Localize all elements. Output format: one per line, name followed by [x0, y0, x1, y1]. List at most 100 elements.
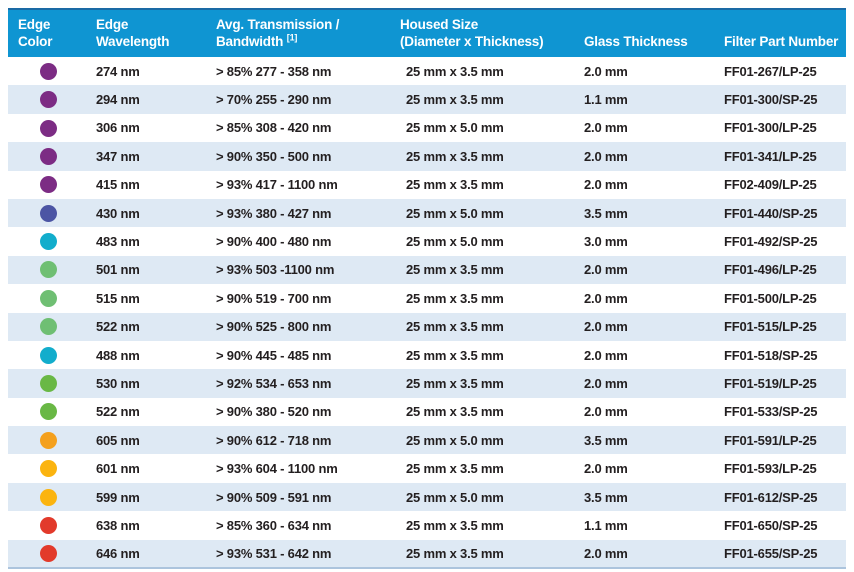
edge-wavelength-cell: 430 nm [96, 205, 140, 221]
transmission-bandwidth-cell: > 90% 519 - 700 nm [216, 290, 332, 306]
edge-color-cell [8, 256, 88, 284]
edge-color-dot [39, 488, 57, 506]
edge-color-dot [39, 289, 57, 307]
edge-color-dot [39, 176, 57, 194]
edge-color-dot [39, 233, 57, 251]
transmission-bandwidth-cell: > 90% 380 - 520 nm [216, 404, 332, 420]
housed-size-cell: 25 mm x 5.0 mm [406, 489, 504, 505]
part-number-cell: FF01-300/LP-25 [724, 120, 817, 136]
edge-wavelength-cell: 530 nm [96, 375, 140, 391]
glass-thickness-cell: 2.0 mm [584, 404, 628, 420]
housed-size-cell: 25 mm x 5.0 mm [406, 234, 504, 250]
edge-wavelength-cell: 515 nm [96, 290, 140, 306]
housed-size-cell: 25 mm x 3.5 mm [406, 375, 504, 391]
table-row: 522 nm > 90% 380 - 520 nm 25 mm x 3.5 mm… [8, 398, 846, 426]
col-header-line: Avg. Transmission / [216, 17, 340, 32]
edge-color-cell [8, 284, 88, 312]
housed-size-cell: 25 mm x 3.5 mm [406, 404, 504, 420]
table-row: 638 nm > 85% 360 - 634 nm 25 mm x 3.5 mm… [8, 511, 846, 539]
edge-wavelength-cell: 294 nm [96, 92, 140, 108]
housed-size-cell: 25 mm x 5.0 mm [406, 432, 504, 448]
table-row: 501 nm > 93% 503 -1100 nm 25 mm x 3.5 mm… [8, 255, 846, 285]
edge-wavelength-cell: 601 nm [96, 461, 140, 477]
part-number-cell: FF01-300/SP-25 [724, 92, 818, 108]
glass-thickness-cell: 2.0 mm [584, 120, 628, 136]
edge-wavelength-cell: 638 nm [96, 517, 140, 533]
edge-color-cell [8, 426, 88, 454]
edge-color-cell [8, 454, 88, 482]
edge-wavelength-cell: 347 nm [96, 148, 140, 164]
glass-thickness-cell: 2.0 mm [584, 290, 628, 306]
part-number-cell: FF01-496/LP-25 [724, 262, 817, 278]
col-header-line: (Diameter x Thickness) [400, 34, 544, 49]
part-number-cell: FF01-655/SP-25 [724, 545, 818, 561]
housed-size-cell: 25 mm x 5.0 mm [406, 120, 504, 136]
transmission-bandwidth-cell: > 90% 612 - 718 nm [216, 432, 332, 448]
col-header-transmission-bandwidth: Avg. Transmission / Bandwidth [1] [208, 8, 392, 57]
table-row: 605 nm > 90% 612 - 718 nm 25 mm x 5.0 mm… [8, 426, 846, 455]
col-header-housed-size: Housed Size (Diameter x Thickness) [392, 8, 576, 57]
edge-wavelength-cell: 415 nm [96, 177, 140, 193]
part-number-cell: FF01-519/LP-25 [724, 375, 817, 391]
housed-size-cell: 25 mm x 3.5 mm [406, 177, 504, 193]
edge-color-dot [39, 318, 57, 336]
edge-color-dot [39, 62, 57, 80]
col-header-filter-part-number: Filter Part Number [716, 8, 846, 57]
edge-color-dot [39, 516, 57, 534]
glass-thickness-cell: 2.0 mm [584, 461, 628, 477]
housed-size-cell: 25 mm x 3.5 mm [406, 290, 504, 306]
edge-color-dot [39, 346, 57, 364]
housed-size-cell: 25 mm x 3.5 mm [406, 92, 504, 108]
edge-color-dot [39, 544, 57, 562]
table-row: 601 nm > 93% 604 - 1100 nm 25 mm x 3.5 m… [8, 454, 846, 482]
housed-size-cell: 25 mm x 3.5 mm [406, 545, 504, 561]
part-number-cell: FF01-440/SP-25 [724, 205, 818, 221]
header-row: Edge Color Edge Wavelength Avg. Transmis… [8, 8, 846, 57]
glass-thickness-cell: 2.0 mm [584, 375, 628, 391]
glass-thickness-cell: 1.1 mm [584, 517, 628, 533]
table-row: 306 nm > 85% 308 - 420 nm 25 mm x 5.0 mm… [8, 114, 846, 142]
edge-wavelength-cell: 605 nm [96, 432, 140, 448]
table-row: 415 nm > 93% 417 - 1100 nm 25 mm x 3.5 m… [8, 171, 846, 199]
edge-wavelength-cell: 306 nm [96, 120, 140, 136]
glass-thickness-cell: 2.0 mm [584, 262, 628, 278]
glass-thickness-cell: 2.0 mm [584, 177, 628, 193]
table-row: 294 nm > 70% 255 - 290 nm 25 mm x 3.5 mm… [8, 85, 846, 114]
transmission-bandwidth-cell: > 93% 380 - 427 nm [216, 205, 332, 221]
edge-wavelength-cell: 501 nm [96, 262, 140, 278]
transmission-bandwidth-cell: > 93% 604 - 1100 nm [216, 461, 338, 477]
glass-thickness-cell: 3.5 mm [584, 205, 628, 221]
table-row: 483 nm > 90% 400 - 480 nm 25 mm x 5.0 mm… [8, 227, 846, 255]
part-number-cell: FF01-593/LP-25 [724, 461, 817, 477]
glass-thickness-cell: 3.5 mm [584, 489, 628, 505]
col-header-line: Wavelength [96, 34, 170, 49]
glass-thickness-cell: 1.1 mm [584, 92, 628, 108]
edge-wavelength-cell: 274 nm [96, 63, 140, 79]
col-header-glass-thickness: Glass Thickness [576, 8, 716, 57]
col-header-line: Glass Thickness [584, 34, 688, 49]
edge-color-cell [8, 114, 88, 142]
transmission-bandwidth-cell: > 85% 308 - 420 nm [216, 120, 332, 136]
transmission-bandwidth-cell: > 90% 350 - 500 nm [216, 148, 332, 164]
edge-wavelength-cell: 483 nm [96, 234, 140, 250]
edge-color-cell [8, 227, 88, 255]
transmission-bandwidth-cell: > 90% 445 - 485 nm [216, 347, 332, 363]
filter-spec-table: Edge Color Edge Wavelength Avg. Transmis… [8, 8, 846, 570]
table-row: 515 nm > 90% 519 - 700 nm 25 mm x 3.5 mm… [8, 284, 846, 312]
part-number-cell: FF01-515/LP-25 [724, 319, 817, 335]
glass-thickness-cell: 3.5 mm [584, 432, 628, 448]
col-header-line: Color [18, 34, 53, 49]
transmission-bandwidth-cell: > 93% 503 -1100 nm [216, 262, 335, 278]
edge-color-cell [8, 171, 88, 199]
edge-wavelength-cell: 646 nm [96, 545, 140, 561]
part-number-cell: FF01-650/SP-25 [724, 517, 818, 533]
table-row: 488 nm > 90% 445 - 485 nm 25 mm x 3.5 mm… [8, 341, 846, 369]
col-header-line: Edge [96, 17, 129, 32]
part-number-cell: FF01-591/LP-25 [724, 432, 817, 448]
part-number-cell: FF01-518/SP-25 [724, 347, 818, 363]
edge-color-cell [8, 483, 88, 511]
col-header-edge-wavelength: Edge Wavelength [88, 8, 208, 57]
col-header-edge-color: Edge Color [8, 8, 88, 57]
transmission-bandwidth-cell: > 90% 525 - 800 nm [216, 319, 332, 335]
